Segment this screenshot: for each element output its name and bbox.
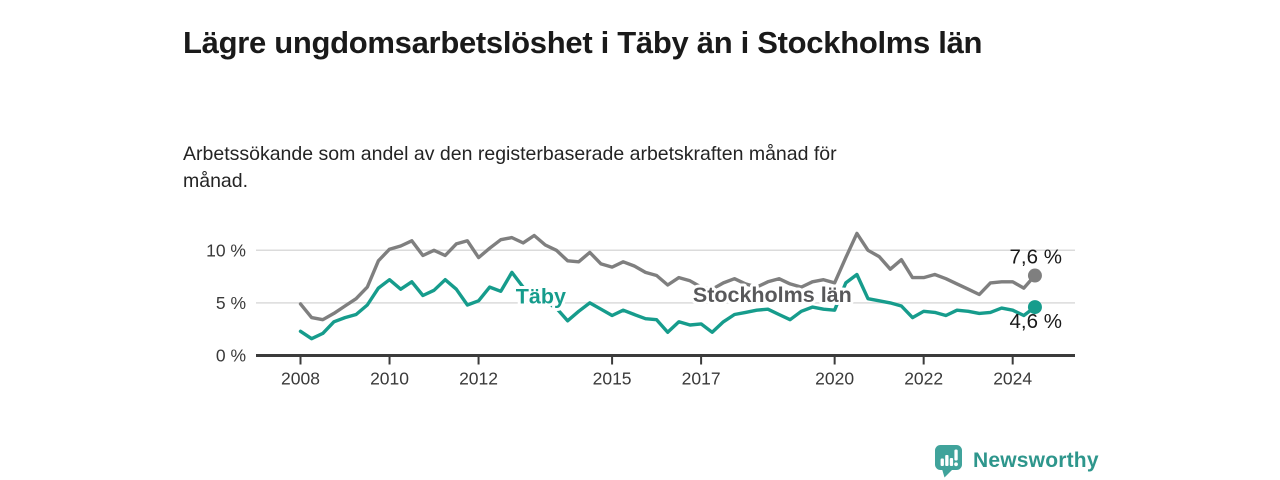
- end-label-taby: 4,6 %: [1010, 310, 1062, 333]
- chart-subtitle: Arbetssökande som andel av den registerb…: [183, 142, 837, 192]
- x-tick-label: 2015: [593, 369, 632, 389]
- page-title: Lägre ungdomsarbetslöshet i Täby än i St…: [183, 24, 983, 60]
- newsworthy-wordmark: Newsworthy: [973, 449, 1099, 472]
- end-dot-stockholms-lan: [1027, 268, 1042, 283]
- x-tick-label: 2017: [682, 369, 721, 389]
- gridlines: [256, 249, 1075, 304]
- x-tick-label: 2020: [815, 369, 854, 389]
- line-stockholms-lan: [298, 231, 1037, 322]
- x-tick-label: 2022: [904, 369, 943, 389]
- x-tick-label: 2008: [281, 369, 320, 389]
- y-tick-label: 0 %: [216, 346, 246, 366]
- end-dot-taby: [1027, 300, 1042, 315]
- newsworthy-icon: [935, 445, 962, 478]
- x-tick-label: 2024: [993, 369, 1032, 389]
- x-tick-label: 2010: [370, 369, 409, 389]
- end-label-stockholms-lan: 7,6 %: [1010, 246, 1062, 269]
- y-axis: 0 % 5 % 10 %: [206, 240, 246, 365]
- line-taby: [298, 270, 1037, 341]
- label-stockholms-lan: Stockholms län: [693, 283, 852, 307]
- label-taby: Täby: [516, 285, 566, 309]
- x-axis: 2008 2010 2012 2015 2017 2020 2022 2024: [256, 354, 1075, 389]
- x-tick-label: 2012: [459, 369, 498, 389]
- newsworthy-logo[interactable]: Newsworthy: [934, 444, 1099, 478]
- y-tick-label: 10 %: [206, 240, 246, 260]
- y-tick-label: 5 %: [216, 293, 246, 313]
